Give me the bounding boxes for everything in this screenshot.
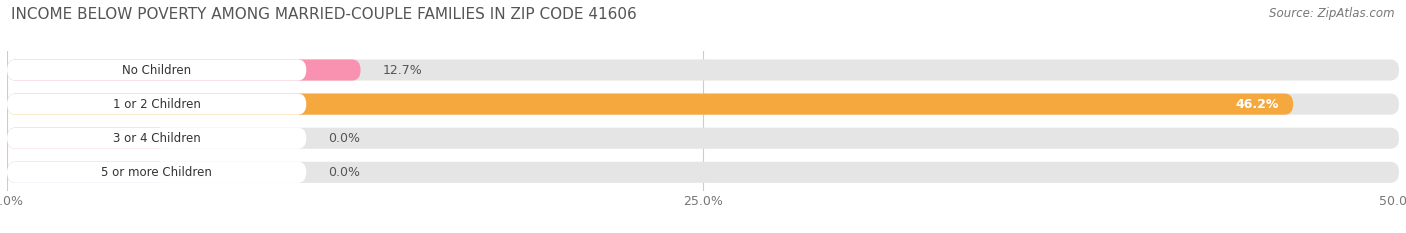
FancyBboxPatch shape [7,128,1399,149]
FancyBboxPatch shape [7,162,167,183]
Text: 12.7%: 12.7% [382,64,423,76]
FancyBboxPatch shape [7,93,307,115]
FancyBboxPatch shape [7,162,307,183]
Text: 46.2%: 46.2% [1236,98,1279,111]
Text: 1 or 2 Children: 1 or 2 Children [112,98,201,111]
FancyBboxPatch shape [7,93,1399,115]
Text: INCOME BELOW POVERTY AMONG MARRIED-COUPLE FAMILIES IN ZIP CODE 41606: INCOME BELOW POVERTY AMONG MARRIED-COUPL… [11,7,637,22]
FancyBboxPatch shape [7,128,307,149]
Text: 3 or 4 Children: 3 or 4 Children [112,132,201,145]
FancyBboxPatch shape [7,59,1399,81]
Text: No Children: No Children [122,64,191,76]
FancyBboxPatch shape [7,59,307,81]
Text: 0.0%: 0.0% [329,166,360,179]
FancyBboxPatch shape [7,128,167,149]
FancyBboxPatch shape [7,59,360,81]
FancyBboxPatch shape [7,162,1399,183]
FancyBboxPatch shape [7,93,1294,115]
Text: Source: ZipAtlas.com: Source: ZipAtlas.com [1270,7,1395,20]
Text: 0.0%: 0.0% [329,132,360,145]
Text: 5 or more Children: 5 or more Children [101,166,212,179]
